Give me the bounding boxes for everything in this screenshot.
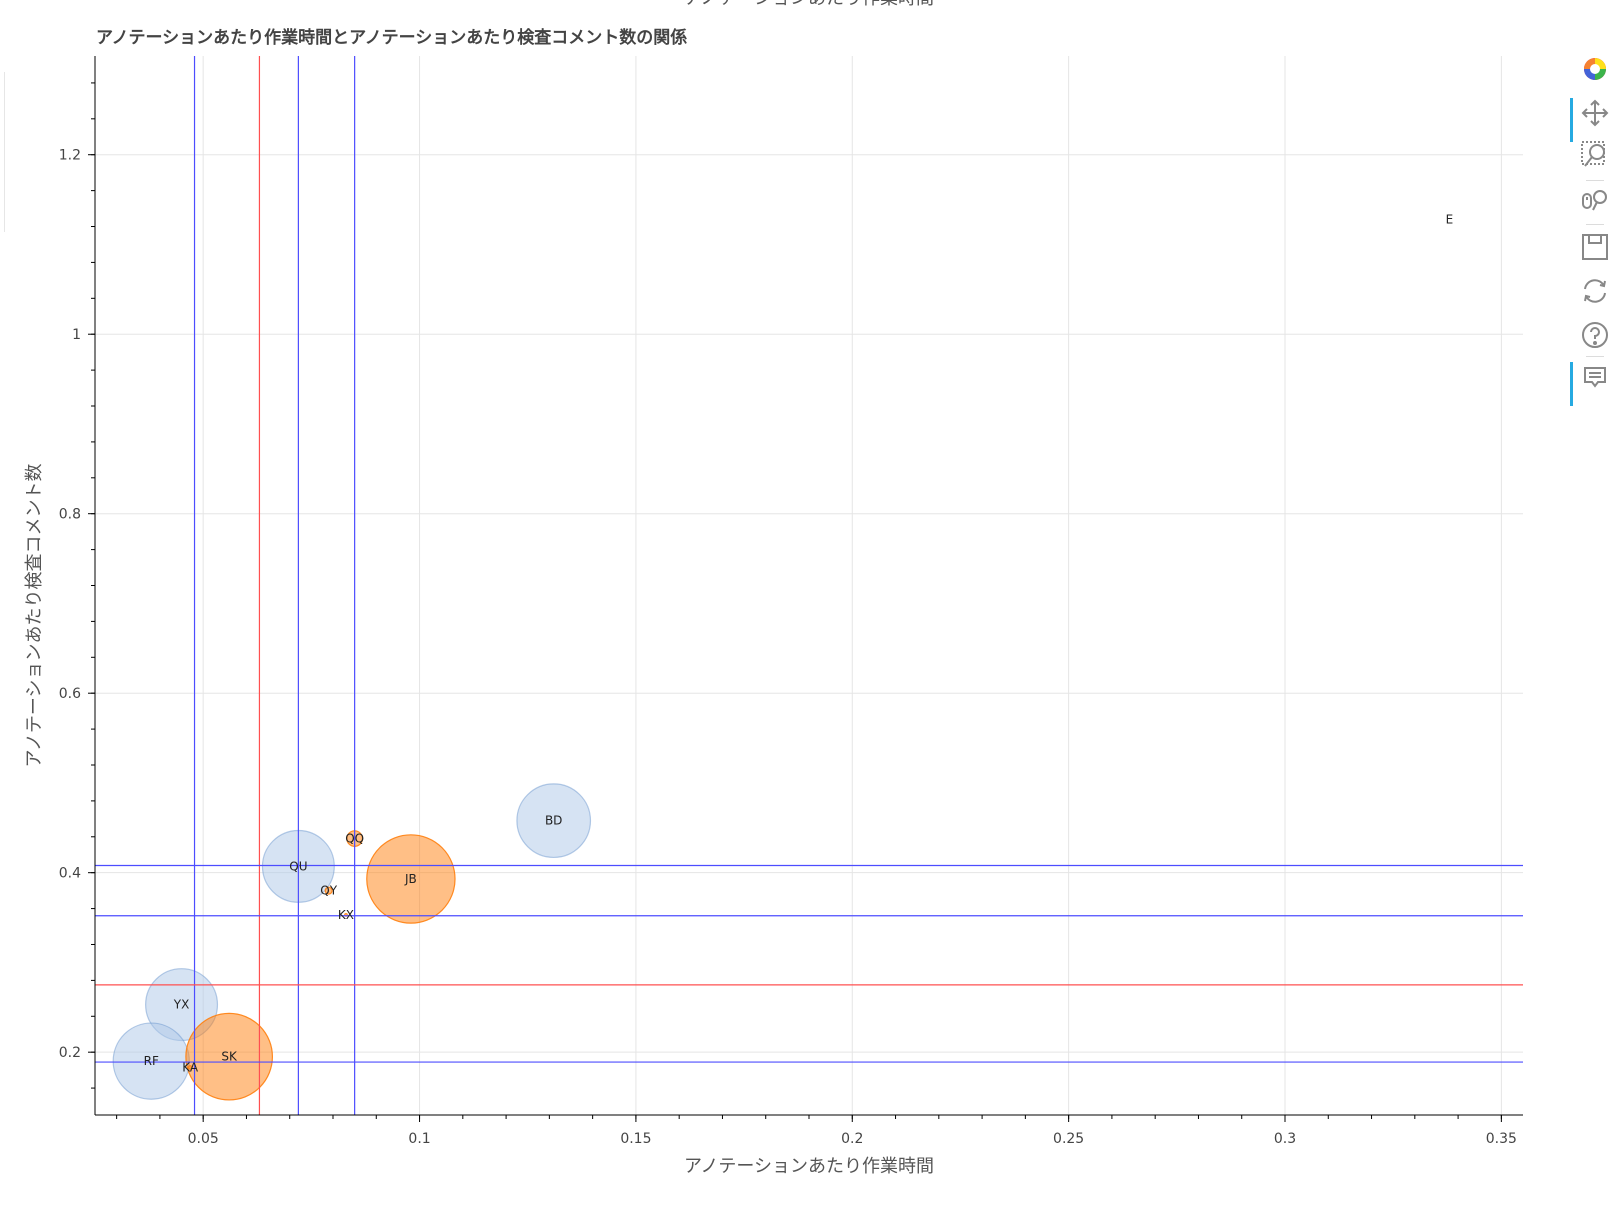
y-axis-label: アノテーションあたり検査コメント数 [24, 463, 45, 767]
toolbar-separator [1586, 180, 1604, 181]
point-label: BD [545, 814, 562, 828]
bubble-point[interactable] [185, 1012, 274, 1101]
bubble-point[interactable] [516, 783, 592, 859]
point-label: KA [182, 1060, 199, 1074]
reference-lines [95, 56, 1523, 1115]
chart-title: アノテーションあたり作業時間とアノテーションあたり検査コメント数の関係 [96, 27, 687, 48]
x-tick-label: 0.15 [620, 1131, 651, 1147]
bubble-point[interactable] [366, 834, 456, 924]
x-tick-label: 0.2 [841, 1131, 863, 1147]
bubble-point[interactable] [187, 1065, 193, 1070]
point-label: RF [144, 1054, 159, 1068]
y-tick-label: 0.2 [59, 1045, 81, 1061]
help-icon[interactable] [1580, 320, 1610, 350]
point-label: YX [173, 998, 190, 1012]
bokeh-logo-icon[interactable] [1580, 54, 1610, 84]
toolbar-separator [1586, 224, 1604, 225]
reset-icon[interactable] [1580, 276, 1610, 306]
hover-icon[interactable] [1570, 362, 1610, 406]
toolbar-separator [1586, 356, 1604, 357]
pan-icon[interactable] [1570, 98, 1610, 142]
point-label: KX [338, 908, 354, 922]
box-zoom-icon[interactable] [1580, 140, 1610, 170]
save-icon[interactable] [1580, 232, 1610, 262]
x-tick-label: 0.35 [1486, 1131, 1517, 1147]
plot-toolbar [1568, 48, 1610, 428]
point-label: QQ [345, 832, 364, 846]
bubble-layer [112, 783, 592, 1101]
point-label: QU [289, 859, 307, 873]
point-label: SK [221, 1050, 238, 1064]
sidebar-edge [0, 72, 5, 232]
wheel-zoom-icon[interactable] [1580, 186, 1610, 216]
y-tick-label: 0.6 [59, 686, 81, 702]
x-tick-label: 0.3 [1274, 1131, 1296, 1147]
y-tick-label: 0.8 [59, 507, 81, 523]
x-tick-label: 0.05 [188, 1131, 219, 1147]
y-tick-label: 1 [72, 327, 81, 343]
y-tick-label: 0.4 [59, 866, 81, 882]
point-label: E [1446, 212, 1454, 226]
y-tick-label: 1.2 [59, 148, 81, 164]
point-label: JB [404, 872, 417, 886]
bubble-point[interactable] [324, 886, 333, 895]
x-tick-label: 0.25 [1053, 1131, 1084, 1147]
point-label: QY [320, 884, 337, 898]
x-tick-label: 0.1 [408, 1131, 430, 1147]
x-axis-label: アノテーションあたり作業時間 [684, 1156, 934, 1177]
top-axis-label: アノテーションあたり作業時間 [684, 0, 934, 9]
